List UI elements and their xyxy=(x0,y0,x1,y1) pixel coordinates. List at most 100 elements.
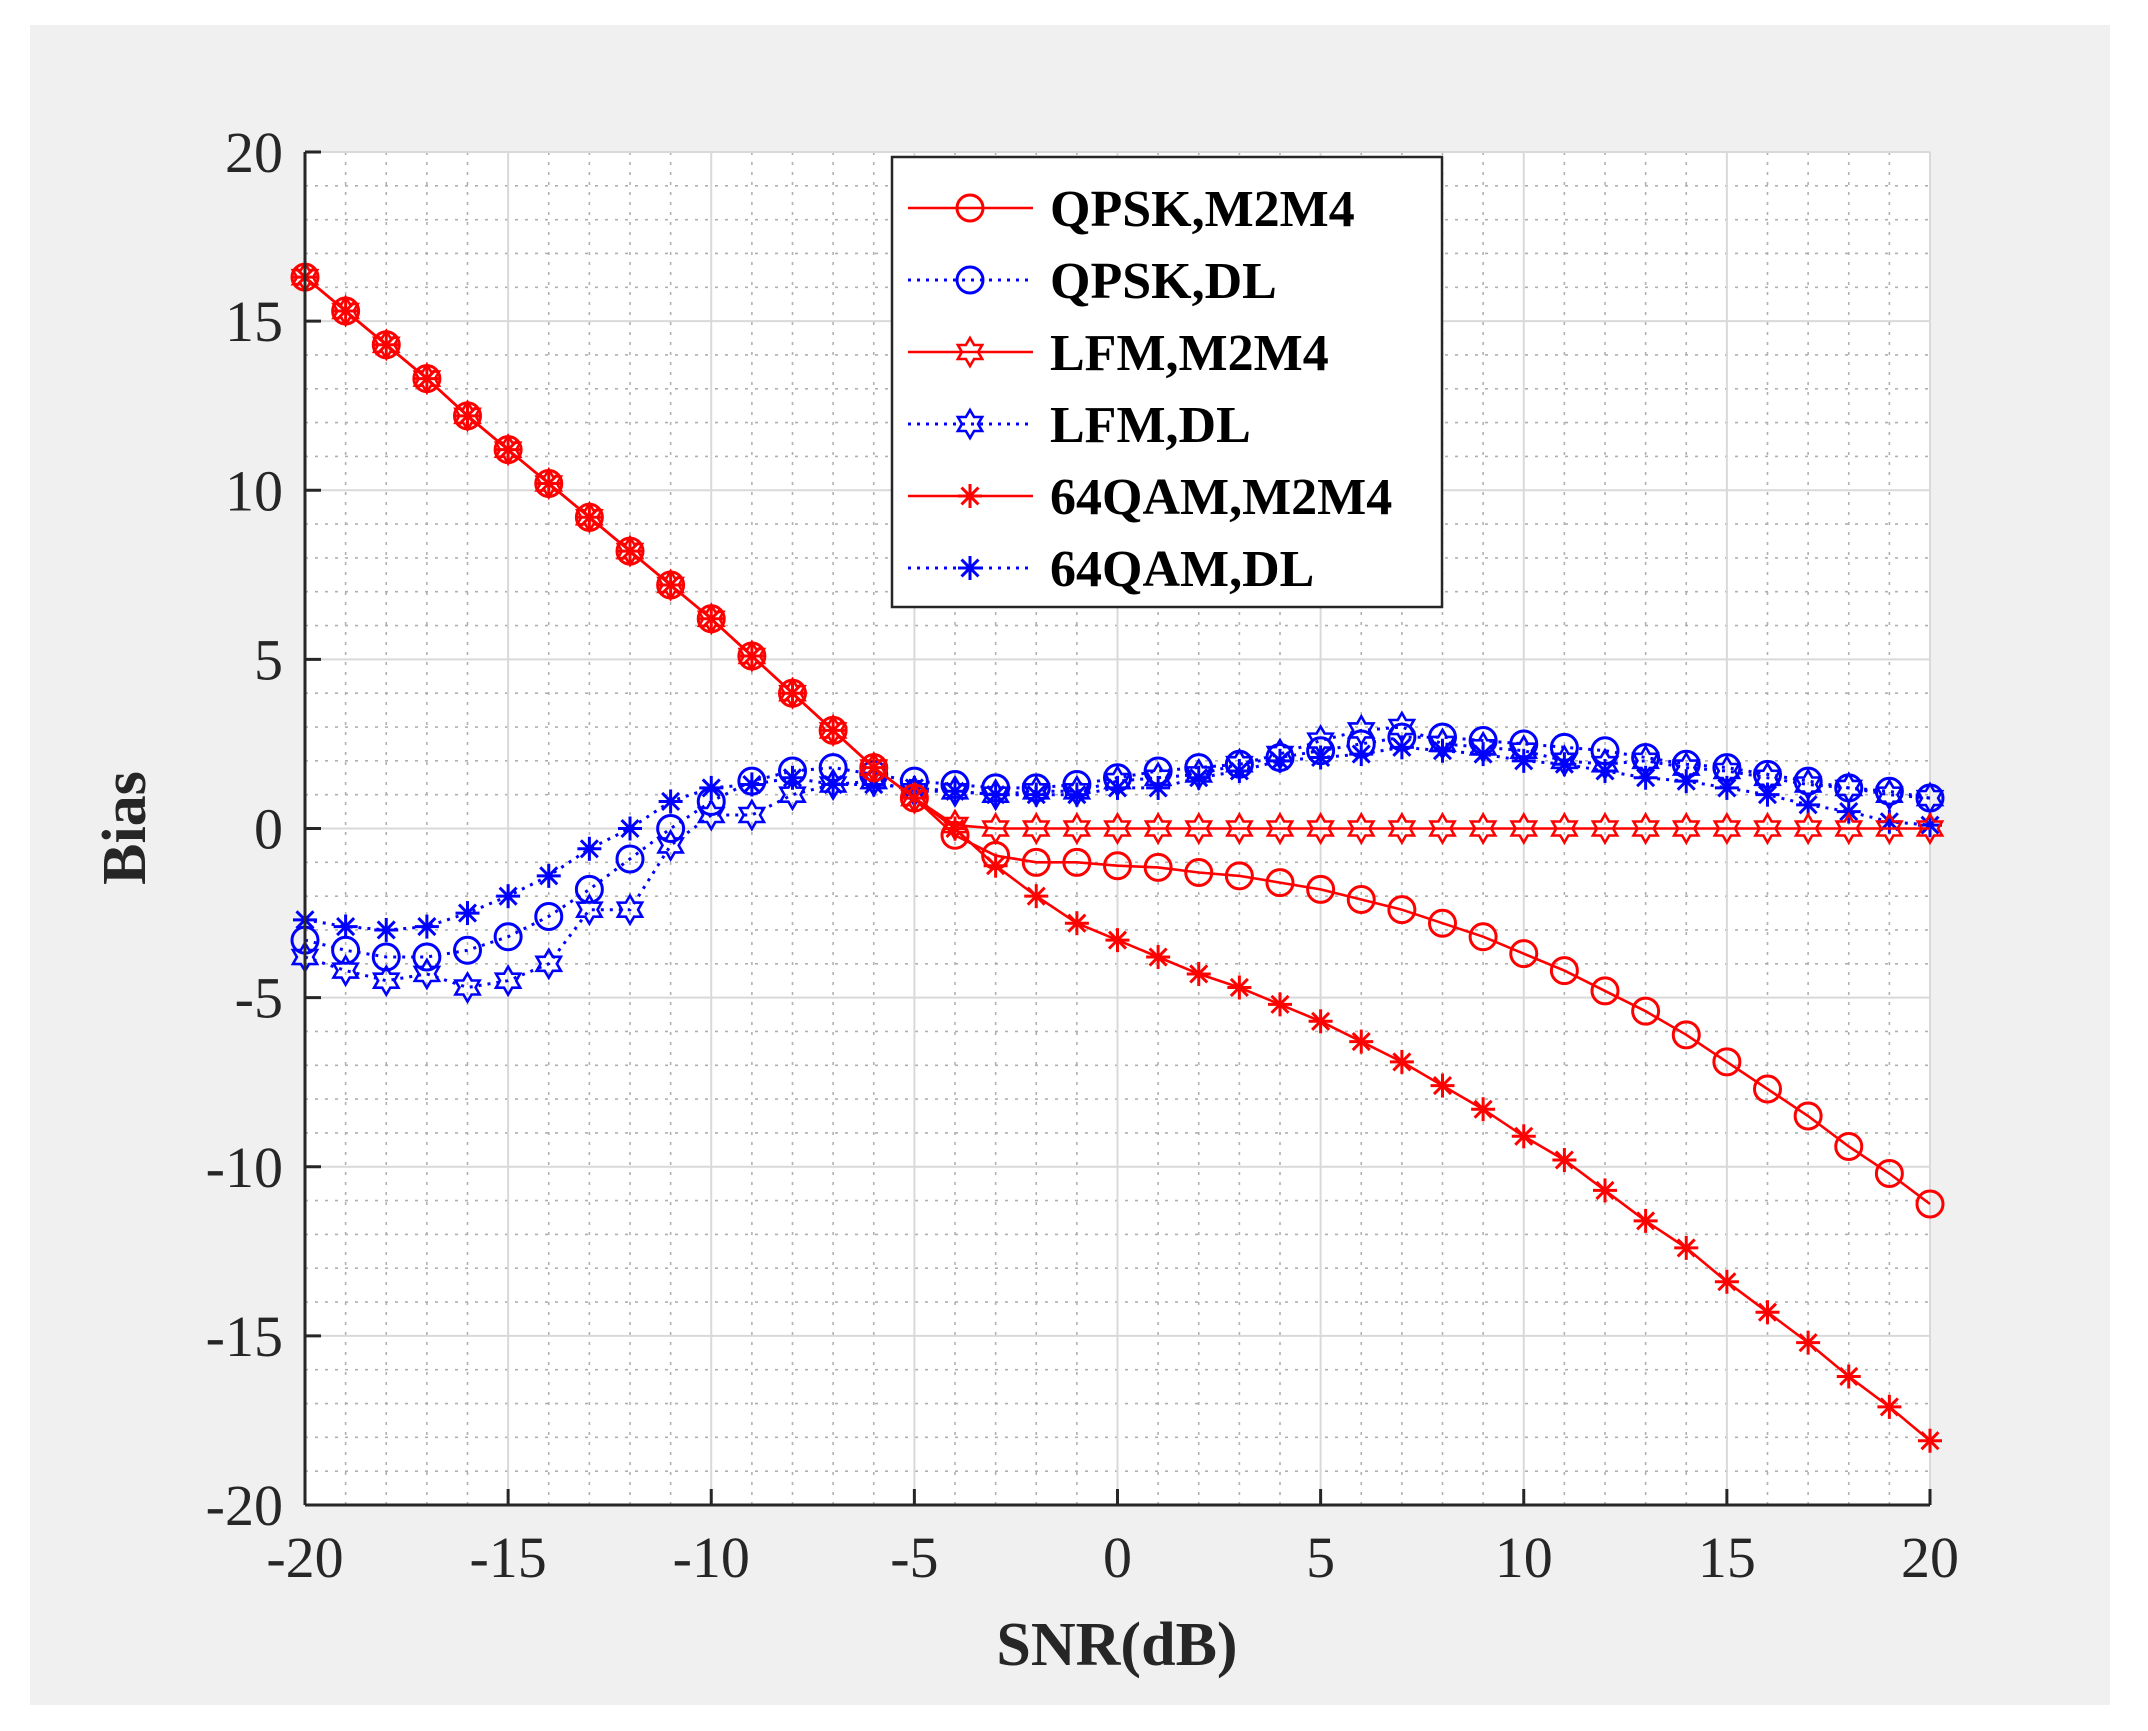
data-point xyxy=(778,778,807,812)
x-axis-title: SNR(dB) xyxy=(996,1611,1237,1679)
data-point xyxy=(818,767,848,802)
data-point xyxy=(1346,885,1376,915)
data-point xyxy=(1105,928,1130,953)
legend-label: LFM,M2M4 xyxy=(1050,325,1329,382)
data-point xyxy=(1064,782,1089,807)
data-point xyxy=(1184,811,1214,846)
data-point xyxy=(1793,1101,1823,1131)
data-point xyxy=(737,639,767,673)
x-tick-label: -10 xyxy=(673,1525,750,1590)
y-tick-label: -15 xyxy=(206,1304,283,1369)
data-point xyxy=(1103,811,1132,846)
tick-labels: -20 -15 -10 -5 0 5 10 15 20 20 15 10 5 0 -5 -10 -15 -20 xyxy=(206,120,1959,1590)
data-point xyxy=(1552,752,1577,777)
data-point xyxy=(374,332,399,357)
legend-entry-qpsk-dl: QPSK,DL xyxy=(908,253,1277,310)
data-point xyxy=(1511,748,1536,773)
x-tick-label: 10 xyxy=(1495,1525,1553,1590)
legend-label: QPSK,DL xyxy=(1050,253,1277,310)
data-point xyxy=(1631,996,1661,1026)
data-point xyxy=(1308,745,1333,770)
data-point xyxy=(1875,778,1904,812)
data-point xyxy=(1103,851,1132,881)
data-point xyxy=(1674,1235,1699,1260)
data-point xyxy=(1021,811,1051,846)
data-point xyxy=(1064,911,1089,936)
data-point xyxy=(371,328,401,362)
data-point xyxy=(371,964,401,998)
data-point xyxy=(780,765,805,790)
data-point xyxy=(943,779,967,804)
data-point xyxy=(861,755,886,780)
data-point xyxy=(618,816,642,841)
y-axis-title: Bias xyxy=(91,771,159,885)
data-point xyxy=(574,874,604,904)
data-point xyxy=(1674,769,1699,794)
data-point xyxy=(1875,811,1904,846)
data-point xyxy=(615,893,645,927)
legend: QPSK,M2M4 QPSK,DL LFM,M2M4 LFM,DL 64QAM,M2M4… xyxy=(890,155,1444,609)
data-point xyxy=(940,774,970,808)
data-point xyxy=(1387,811,1417,846)
data-point xyxy=(455,901,480,926)
data-point xyxy=(1471,1097,1496,1122)
data-point xyxy=(1590,811,1620,846)
data-point xyxy=(1227,758,1252,783)
data-point xyxy=(374,917,399,942)
legend-box xyxy=(890,155,1444,609)
data-point xyxy=(455,403,480,428)
data-point xyxy=(1590,976,1620,1006)
data-point xyxy=(493,922,523,952)
series-64qam-m2m4 xyxy=(293,265,1942,1453)
data-point xyxy=(1349,1029,1374,1054)
data-point xyxy=(1143,811,1173,846)
legend-entry-qpsk-m2m4: QPSK,M2M4 xyxy=(908,181,1355,238)
data-point xyxy=(1387,895,1417,925)
legend-entry-lfm-dl: LFM,DL xyxy=(908,397,1251,454)
data-point xyxy=(1671,811,1701,846)
data-point xyxy=(1468,922,1498,952)
legend-label: 64QAM,DL xyxy=(1050,541,1314,598)
data-point xyxy=(1753,811,1782,846)
data-point xyxy=(1225,811,1254,846)
data-point xyxy=(1024,782,1049,807)
data-point xyxy=(1265,868,1295,898)
y-tick-label: 15 xyxy=(225,289,283,354)
data-point xyxy=(1306,811,1335,846)
data-point xyxy=(1755,782,1780,807)
data-point xyxy=(1509,811,1539,846)
axes xyxy=(303,150,1932,1507)
data-point xyxy=(371,942,401,972)
data-point xyxy=(1509,939,1539,969)
x-tick-label: 0 xyxy=(1103,1525,1132,1590)
y-tick-label: -5 xyxy=(235,966,283,1031)
data-point xyxy=(1389,735,1414,760)
data-point xyxy=(1062,811,1092,846)
data-point xyxy=(414,914,439,939)
data-point xyxy=(1146,775,1171,800)
data-point xyxy=(1306,874,1336,904)
data-point xyxy=(1712,1047,1742,1077)
data-point xyxy=(983,782,1008,807)
legend-label: QPSK,M2M4 xyxy=(1050,181,1355,238)
y-tick-label: 5 xyxy=(254,627,283,692)
series-line xyxy=(304,725,1931,990)
data-point xyxy=(1836,799,1861,824)
series-64qam-dl xyxy=(293,735,1942,942)
data-point xyxy=(1021,847,1051,877)
data-point xyxy=(534,947,564,981)
data-point xyxy=(739,772,764,797)
data-point xyxy=(778,676,807,710)
data-point xyxy=(1671,1020,1701,1050)
data-point xyxy=(1918,1428,1942,1453)
y-tick-label: 10 xyxy=(225,458,283,523)
data-point xyxy=(696,602,726,636)
data-point xyxy=(577,836,602,861)
y-tick-label: -20 xyxy=(206,1473,283,1538)
data-point xyxy=(902,786,927,811)
data-point xyxy=(1877,1394,1902,1419)
series-line xyxy=(304,745,1931,932)
data-point xyxy=(1836,1364,1861,1389)
data-point xyxy=(331,954,360,988)
data-point xyxy=(859,751,889,785)
